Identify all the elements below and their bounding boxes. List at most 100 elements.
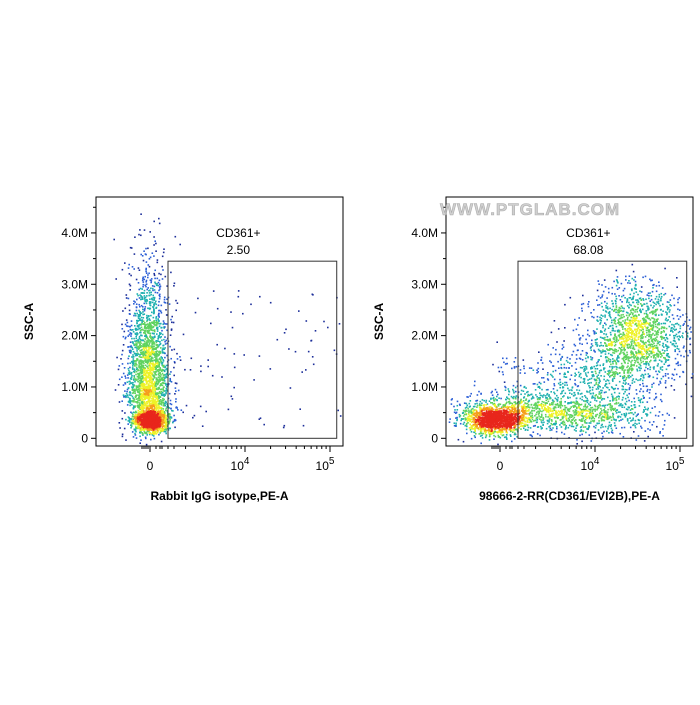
event-point [164,299,166,301]
event-point [143,321,145,323]
event-point [128,381,130,383]
event-point [150,335,152,337]
event-point [140,299,142,301]
event-point [479,404,481,406]
event-point [469,416,471,418]
event-point [158,393,160,395]
event-point [148,290,150,292]
event-point [147,277,149,279]
event-point [147,323,149,325]
event-point [140,235,142,237]
event-point [144,229,146,231]
event-point [143,380,145,382]
event-point [159,416,161,418]
event-point [166,323,168,325]
event-point [487,419,489,421]
event-point [158,395,160,397]
event-point [299,408,301,410]
event-point [147,403,149,405]
event-point [162,395,164,397]
event-point [493,421,495,423]
event-point [147,358,149,360]
event-point [146,424,148,426]
event-point [144,332,146,334]
event-point [156,371,158,373]
event-point [142,413,144,415]
event-point [471,415,473,417]
event-point [128,346,130,348]
event-point [533,420,535,422]
event-point [113,239,115,241]
x-axis-label: Rabbit IgG isotype,PE-A [150,489,288,503]
event-point [516,428,518,430]
event-point [154,428,156,430]
event-point [129,284,131,286]
event-point [474,435,476,437]
event-point [143,367,145,369]
event-point [162,378,164,380]
event-point [337,410,339,412]
event-point [158,366,160,368]
event-point [523,428,525,430]
event-point [165,431,167,433]
event-point [523,400,525,402]
event-point [486,435,488,437]
gate-rectangle[interactable] [168,261,337,438]
event-point [557,400,559,402]
event-point [161,356,163,358]
event-point [161,401,163,403]
event-point [143,330,145,332]
event-point [140,430,142,432]
event-point [144,276,146,278]
event-point [176,406,178,408]
event-point [162,369,164,371]
event-point [163,414,165,416]
event-point [506,434,508,436]
event-point [131,338,133,340]
event-point [174,420,176,422]
event-point [126,319,128,321]
event-point [149,326,151,328]
event-point [139,396,141,398]
event-point [503,428,505,430]
event-point [151,425,153,427]
event-point [524,393,526,395]
event-point [143,362,145,364]
event-point [536,396,538,398]
event-point [124,390,126,392]
event-point [146,349,148,351]
event-point [173,375,175,377]
event-point [145,357,147,359]
event-point [145,428,147,430]
event-point [489,430,491,432]
event-point [472,408,474,410]
event-point [155,404,157,406]
event-point [479,424,481,426]
event-point [152,417,154,419]
event-point [573,426,575,428]
event-point [153,341,155,343]
event-point [133,421,135,423]
event-point [510,435,512,437]
event-point [162,382,164,384]
event-point [484,426,486,428]
event-point [149,398,151,400]
event-point [200,371,202,373]
event-point [505,429,507,431]
event-point [157,329,159,331]
event-point [155,325,157,327]
event-point [141,388,143,390]
event-point [129,310,131,312]
event-point [174,362,176,364]
event-point [535,389,537,391]
event-point [485,431,487,433]
event-point [153,383,155,385]
event-point [149,390,151,392]
event-point [149,231,151,233]
event-point [147,347,149,349]
event-point [171,381,173,383]
event-point [131,325,133,327]
event-point [543,422,545,424]
event-point [175,398,177,400]
